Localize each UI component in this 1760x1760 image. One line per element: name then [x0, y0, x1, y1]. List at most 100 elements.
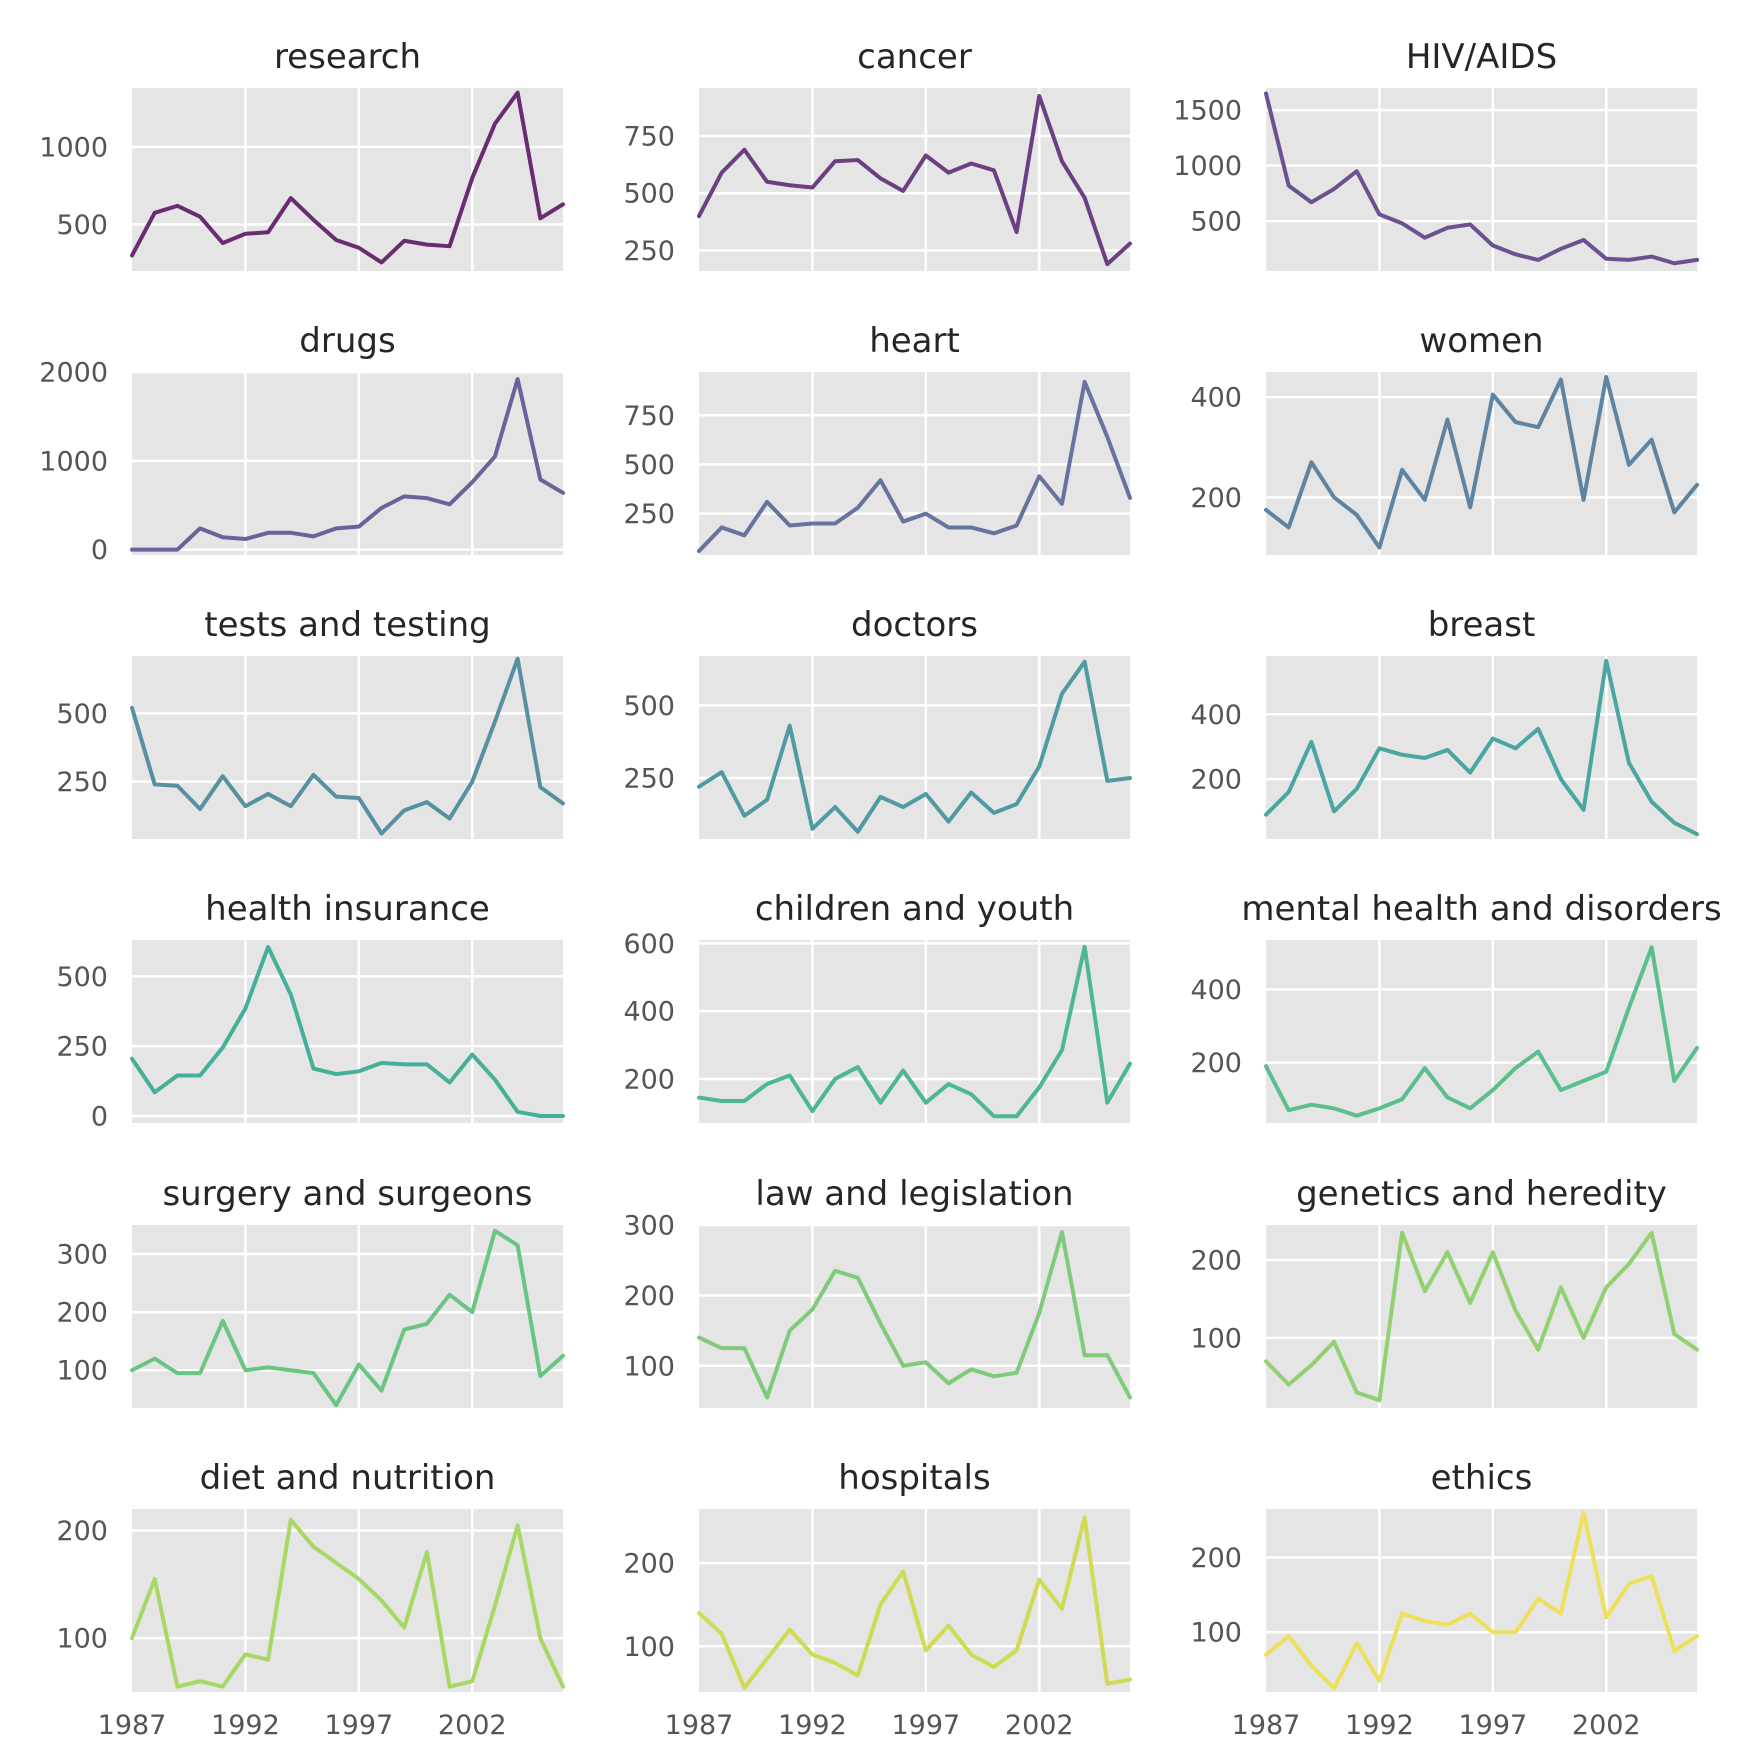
y-tick-label: 200 — [1190, 1246, 1242, 1277]
y-tick-label: 300 — [623, 1211, 675, 1242]
plot-area — [1266, 372, 1697, 555]
x-tick-label: 1992 — [778, 1710, 847, 1741]
panel-title: children and youth — [755, 889, 1074, 929]
y-tick-label: 500 — [56, 962, 108, 993]
y-tick-label: 1000 — [39, 132, 108, 163]
panel-title: doctors — [851, 605, 978, 645]
series-line — [697, 94, 1132, 267]
plot-area — [1266, 656, 1697, 839]
y-tick-label: 100 — [623, 1632, 675, 1663]
panel-title: ethics — [1431, 1458, 1533, 1498]
series-line — [130, 90, 565, 265]
y-tick-label: 250 — [56, 1032, 108, 1063]
y-tick-label: 200 — [1190, 1543, 1242, 1574]
panel-title: heart — [869, 321, 960, 361]
x-tick-label: 1987 — [665, 1710, 734, 1741]
panel-4: 250 500 750 heart — [623, 321, 1132, 555]
series-line — [697, 379, 1132, 554]
plot-area — [132, 1225, 563, 1408]
y-tick-label: 100 — [623, 1351, 675, 1382]
panel-title: surgery and surgeons — [162, 1174, 532, 1214]
y-tick-label: 400 — [1190, 383, 1242, 414]
y-tick-label: 750 — [623, 401, 675, 432]
y-tick-label: 200 — [1190, 1048, 1242, 1079]
panel-16: 100 200 hospitals 1987 1992 1997 2002 — [623, 1458, 1132, 1741]
y-tick-label: 200 — [1190, 765, 1242, 796]
y-tick-label: 200 — [623, 1064, 675, 1095]
plot-area — [132, 940, 563, 1123]
panel-13: 100 200 300 law and legislation — [623, 1174, 1132, 1408]
plot-area — [132, 656, 563, 839]
panel-15: 100 200 diet and nutrition 1987 1992 1997 2002 — [56, 1458, 565, 1741]
y-tick-label: 200 — [1190, 483, 1242, 514]
panel-title: research — [274, 37, 421, 77]
series-line — [697, 944, 1132, 1119]
y-tick-label: 500 — [623, 691, 675, 722]
y-tick-label: 500 — [56, 699, 108, 730]
panel-title: health insurance — [205, 889, 490, 929]
x-tick-label: 2002 — [438, 1710, 507, 1741]
x-tick-label: 1997 — [324, 1710, 393, 1741]
panel-3: 0 1000 2000 drugs — [39, 321, 565, 566]
y-tick-label: 100 — [1190, 1323, 1242, 1354]
y-tick-label: 500 — [623, 450, 675, 481]
panel-title: law and legislation — [755, 1174, 1073, 1214]
y-tick-label: 100 — [56, 1624, 108, 1655]
series-line — [1264, 945, 1699, 1118]
series-line — [130, 1228, 565, 1408]
panel-title: hospitals — [838, 1458, 990, 1498]
y-tick-label: 750 — [623, 122, 675, 153]
plot-area — [699, 1225, 1130, 1408]
series-line — [1264, 1230, 1699, 1403]
panel-2: 500 1000 1500 HIV/AIDS — [1173, 37, 1699, 271]
plot-area — [699, 1509, 1130, 1692]
panel-8: 200 400 breast — [1190, 605, 1699, 839]
panel-12: 100 200 300 surgery and surgeons — [56, 1174, 565, 1408]
panel-10: 200 400 600 children and youth — [623, 889, 1132, 1123]
x-tick-label: 2002 — [1572, 1710, 1641, 1741]
panel-5: 200 400 women — [1190, 321, 1699, 555]
y-tick-label: 0 — [91, 535, 108, 566]
y-tick-label: 250 — [623, 236, 675, 267]
panel-title: breast — [1428, 605, 1536, 645]
y-tick-label: 200 — [623, 1549, 675, 1580]
y-tick-label: 2000 — [39, 358, 108, 389]
panel-title: tests and testing — [204, 605, 490, 645]
panel-6: 250 500 tests and testing — [56, 605, 565, 839]
y-tick-label: 100 — [1190, 1618, 1242, 1649]
panel-14: 100 200 genetics and heredity — [1190, 1174, 1699, 1408]
panel-11: 200 400 mental health and disorders — [1190, 889, 1722, 1123]
y-tick-label: 400 — [623, 997, 675, 1028]
series-line — [1264, 658, 1699, 837]
series-line — [697, 1230, 1132, 1400]
series-line — [697, 659, 1132, 834]
series-line — [130, 656, 565, 836]
y-tick-label: 250 — [56, 767, 108, 798]
y-tick-label: 1000 — [1173, 151, 1242, 182]
panel-title: diet and nutrition — [200, 1458, 496, 1498]
x-tick-label: 1997 — [1458, 1710, 1527, 1741]
y-tick-label: 250 — [623, 499, 675, 530]
panel-title: cancer — [857, 37, 972, 77]
panel-9: 0 250 500 health insurance — [56, 889, 565, 1133]
y-tick-label: 1000 — [39, 446, 108, 477]
panel-0: 500 1000 research — [39, 37, 565, 271]
y-tick-label: 500 — [56, 210, 108, 241]
plot-area — [699, 88, 1130, 271]
panel-7: 250 500 doctors — [623, 605, 1132, 839]
series-line — [1264, 91, 1699, 266]
panel-title: genetics and heredity — [1296, 1174, 1667, 1214]
y-tick-label: 200 — [56, 1298, 108, 1329]
series-line — [697, 1515, 1132, 1690]
panel-title: HIV/AIDS — [1406, 37, 1557, 77]
panel-17: 100 200 ethics 1987 1992 1997 2002 — [1190, 1458, 1699, 1741]
y-tick-label: 200 — [56, 1516, 108, 1547]
panel-title: women — [1419, 321, 1543, 361]
y-tick-label: 400 — [1190, 700, 1242, 731]
panel-1: 250 500 750 cancer — [623, 37, 1132, 271]
x-tick-label: 1992 — [211, 1710, 280, 1741]
series-line — [130, 377, 565, 552]
y-tick-label: 250 — [623, 764, 675, 795]
plot-area — [1266, 88, 1697, 271]
